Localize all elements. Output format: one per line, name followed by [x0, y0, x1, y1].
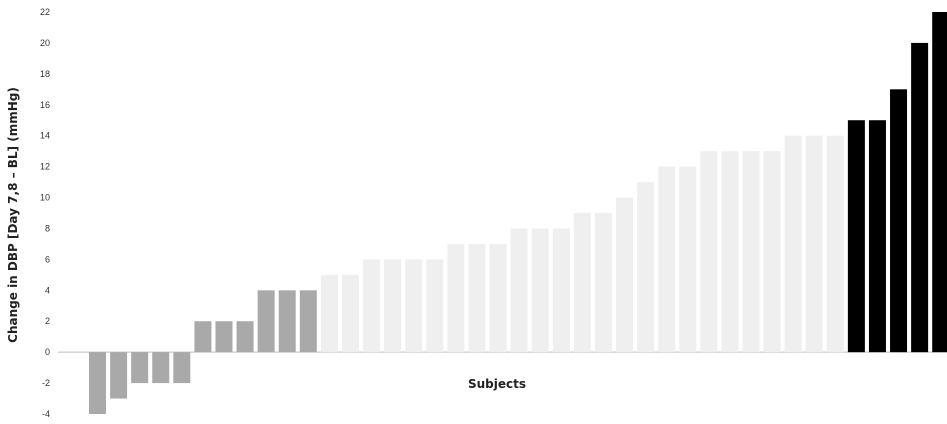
- y-tick-label: 10: [40, 193, 50, 203]
- bar: [826, 135, 844, 353]
- bar: [320, 274, 338, 353]
- bar: [89, 352, 106, 414]
- bar: [215, 321, 233, 353]
- bar: [257, 290, 275, 353]
- bar: [173, 352, 191, 384]
- bar: [468, 243, 486, 353]
- bar: [890, 89, 908, 353]
- bar: [194, 321, 212, 353]
- bar: [341, 274, 359, 353]
- bar: [489, 243, 507, 353]
- bar: [363, 259, 381, 353]
- bar: [152, 352, 170, 384]
- bar: [805, 135, 823, 353]
- bar: [384, 259, 402, 353]
- bar: [510, 228, 528, 353]
- y-tick-label: 4: [45, 285, 50, 295]
- y-tick-label: 14: [40, 131, 50, 141]
- bar: [426, 259, 444, 353]
- bar: [236, 321, 254, 353]
- bar: [911, 42, 929, 353]
- bar: [110, 352, 128, 399]
- bar: [447, 243, 465, 353]
- bar: [616, 197, 633, 353]
- y-tick-label: 16: [40, 100, 50, 110]
- y-tick-label: 0: [45, 347, 50, 357]
- y-axis-ticks: -4 -2 0 2 4 6 8 10 12 14 16 18 20 22: [40, 7, 50, 419]
- y-axis-title: Change in DBP [Day 7,8 – BL] (mmHg): [6, 87, 20, 343]
- bar: [721, 151, 739, 353]
- y-tick-label: 20: [40, 38, 50, 48]
- bar: [637, 182, 655, 353]
- bar: [742, 151, 760, 353]
- bar: [531, 228, 549, 353]
- bar: [405, 259, 423, 353]
- bar: [552, 228, 570, 353]
- bar: [131, 352, 149, 384]
- y-tick-label: 6: [45, 254, 50, 264]
- bar: [299, 290, 317, 353]
- bar: [278, 290, 296, 353]
- bar: [594, 213, 612, 353]
- bar: [868, 120, 886, 353]
- bar: [784, 135, 802, 353]
- y-tick-label: 18: [40, 69, 50, 79]
- y-tick-label: 12: [40, 162, 50, 172]
- y-tick-label: -4: [42, 409, 50, 419]
- bar: [679, 166, 697, 353]
- y-tick-label: 22: [40, 7, 50, 17]
- bar: [763, 151, 781, 353]
- y-tick-label: -2: [42, 378, 50, 388]
- bar: [573, 213, 591, 353]
- y-tick-label: 8: [45, 223, 50, 233]
- bar: [932, 12, 947, 353]
- bars: [89, 12, 947, 414]
- y-tick-label: 2: [45, 316, 50, 326]
- bar: [700, 151, 718, 353]
- bar: [847, 120, 865, 353]
- x-axis-title: Subjects: [468, 377, 526, 391]
- bar: [658, 166, 676, 353]
